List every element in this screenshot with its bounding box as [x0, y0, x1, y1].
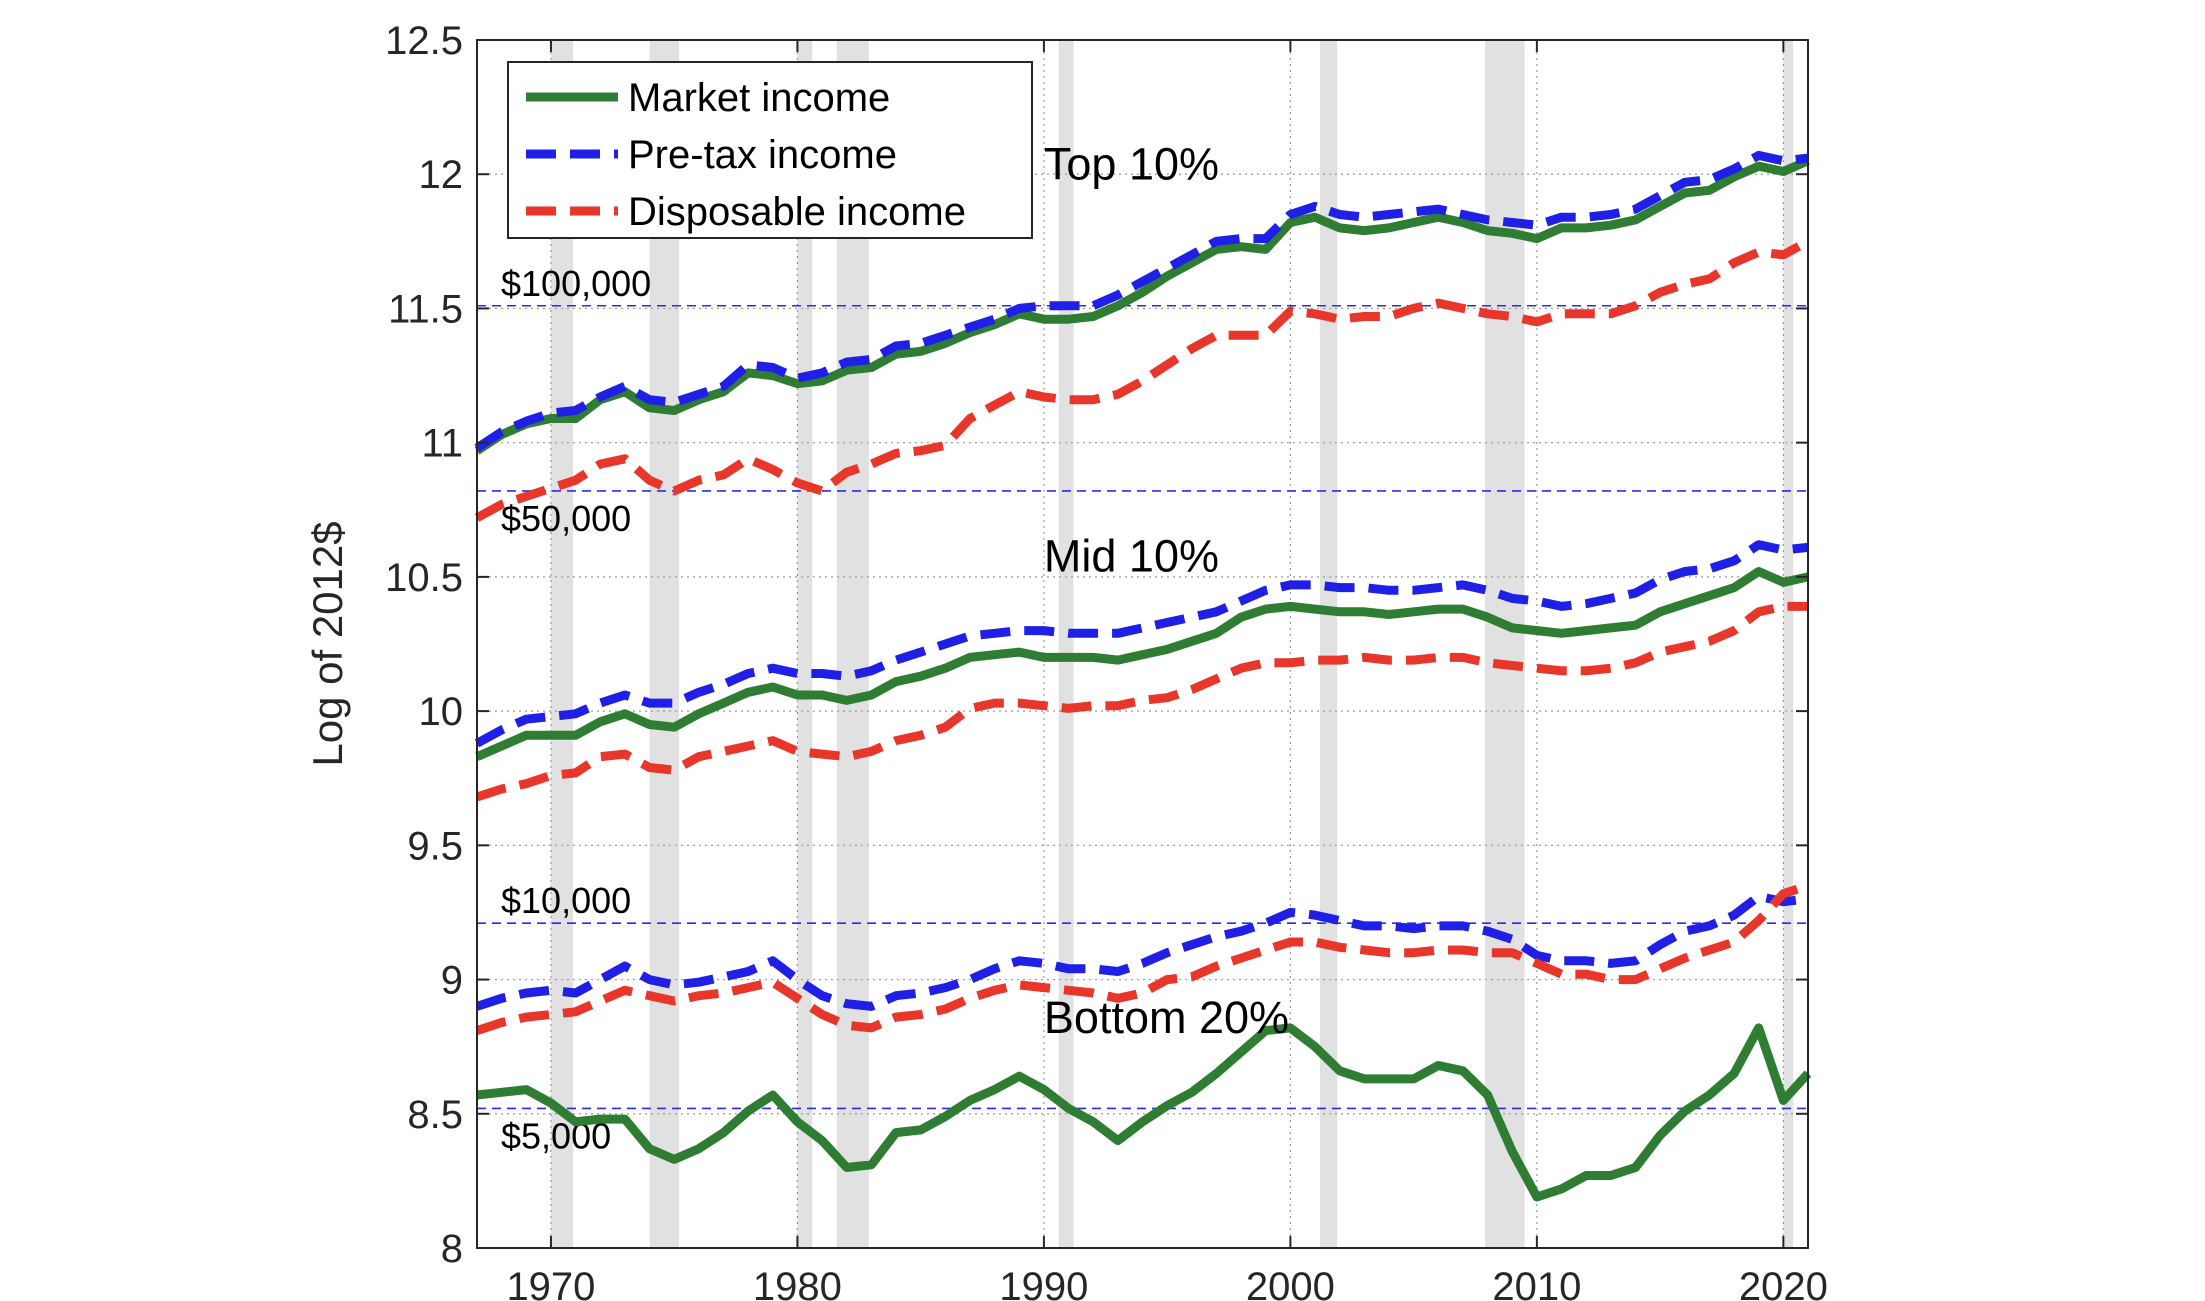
x-tick-label: 2000 — [1246, 1265, 1335, 1301]
x-tick-label: 1980 — [753, 1265, 842, 1301]
recession-band — [797, 40, 813, 1248]
y-tick-label: 10.5 — [385, 556, 463, 600]
y-tick-label: 9 — [441, 959, 463, 1003]
y-tick-label: 12 — [419, 153, 464, 197]
y-tick-label: 11 — [421, 422, 463, 466]
y-tick-label: 11.5 — [388, 287, 463, 331]
plot-frame — [476, 39, 1809, 1249]
recession-band — [836, 40, 869, 1248]
series-line — [475, 567, 1809, 761]
recession-band — [1058, 40, 1074, 1248]
series-line — [475, 891, 1809, 1011]
reference-lines: $100,000$50,000$10,000$5,000 — [477, 263, 1808, 1156]
series-line — [474, 237, 1811, 522]
x-axis-ticks: 1970 1980 1990 2000 2010 2020 — [506, 40, 1828, 1301]
series-lines — [474, 150, 1812, 1202]
series-line — [475, 601, 1808, 802]
series-line — [475, 881, 1810, 1035]
legend-label: Disposable income — [628, 190, 966, 234]
group-labels: Top 10% Mid 10% Bottom 20% — [1044, 139, 1289, 1044]
recession-band — [649, 40, 680, 1248]
x-tick-label: 2020 — [1739, 1265, 1828, 1301]
y-tick-label: 8.5 — [407, 1093, 463, 1137]
legend-label: Pre-tax income — [628, 133, 897, 177]
reference-label: $10,000 — [501, 880, 631, 921]
series-line — [474, 540, 1809, 748]
series-line — [474, 156, 1810, 455]
reference-label: $100,000 — [501, 263, 651, 304]
y-axis-label: Log of 2012$ — [304, 521, 351, 766]
group-label: Mid 10% — [1044, 531, 1219, 582]
legend-label: Market income — [628, 76, 890, 120]
y-tick-label: 10 — [419, 690, 464, 734]
x-tick-label: 1970 — [506, 1265, 595, 1301]
group-label: Bottom 20% — [1044, 992, 1289, 1043]
recession-band — [550, 40, 574, 1248]
group-label: Top 10% — [1044, 139, 1219, 190]
y-tick-label: 9.5 — [407, 824, 463, 868]
reference-label: $50,000 — [501, 498, 631, 539]
recession-band — [1783, 40, 1794, 1248]
y-axis-ticks: 8 8.5 9 9.5 10 10.5 11 11.5 12 12.5 — [385, 19, 1808, 1271]
recession-band — [1485, 40, 1525, 1248]
recession-shading — [550, 40, 1794, 1248]
x-tick-label: 1990 — [999, 1265, 1088, 1301]
y-tick-label: 12.5 — [385, 19, 463, 63]
legend: Market income Pre-tax income Disposable in… — [507, 61, 1033, 239]
series-line — [474, 150, 1809, 452]
x-tick-label: 2010 — [1492, 1265, 1581, 1301]
y-tick-label: 8 — [441, 1227, 463, 1271]
series-line — [476, 1023, 1812, 1202]
